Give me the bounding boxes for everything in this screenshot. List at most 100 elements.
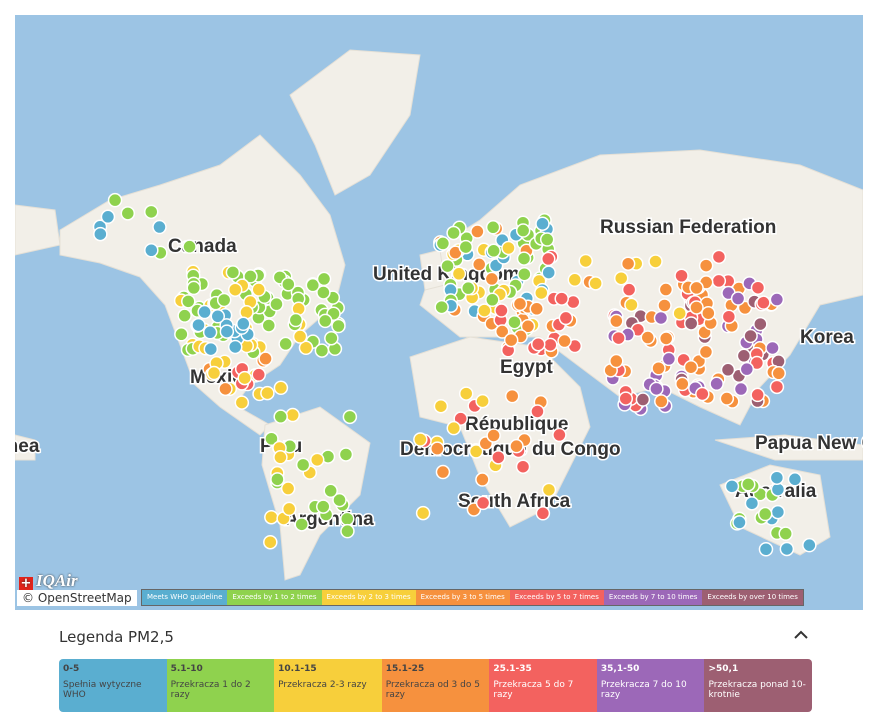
station-dot bbox=[769, 379, 785, 395]
station-dot bbox=[649, 381, 664, 397]
station-dot bbox=[621, 282, 637, 297]
place-label: Canada bbox=[168, 236, 237, 257]
station-dot bbox=[732, 515, 747, 530]
station-dot bbox=[338, 447, 354, 462]
station-dot bbox=[698, 258, 714, 273]
collapse-toggle[interactable] bbox=[793, 628, 809, 642]
station-dot bbox=[609, 353, 624, 369]
place-label: Russian Federation bbox=[600, 217, 776, 238]
legend-description: Przekracza ponad 10-krotnie bbox=[708, 680, 806, 700]
station-dot bbox=[216, 292, 232, 308]
station-dot bbox=[191, 317, 206, 333]
station-dot bbox=[471, 257, 487, 272]
station-dot bbox=[218, 381, 233, 397]
station-dot bbox=[535, 216, 550, 231]
station-dot bbox=[503, 332, 519, 348]
station-dot bbox=[501, 240, 516, 256]
station-dot bbox=[260, 385, 275, 401]
brand-logo: + IQAir bbox=[19, 571, 78, 591]
station-dot bbox=[263, 534, 278, 550]
station-dot bbox=[689, 300, 704, 315]
station-dot bbox=[206, 365, 222, 381]
station-dot bbox=[120, 206, 136, 221]
station-dot bbox=[701, 305, 716, 321]
station-dot bbox=[653, 310, 669, 326]
station-dot bbox=[672, 306, 687, 321]
station-dot bbox=[516, 251, 532, 266]
station-dot bbox=[340, 523, 355, 539]
station-dot bbox=[186, 280, 202, 296]
station-dot bbox=[609, 313, 624, 329]
station-dot bbox=[475, 393, 490, 409]
station-dot bbox=[552, 427, 567, 443]
station-dot bbox=[477, 303, 492, 318]
station-dot bbox=[475, 472, 490, 487]
legend-item: 25.1-35 Przekracza 5 do 7 razy bbox=[489, 659, 597, 712]
station-dot bbox=[182, 239, 197, 254]
station-dot bbox=[316, 499, 331, 514]
station-dot bbox=[485, 292, 500, 308]
mini-legend-item: Exceeds by 2 to 3 times bbox=[321, 590, 416, 605]
station-dot bbox=[258, 351, 273, 366]
station-dot bbox=[743, 328, 758, 344]
station-dot bbox=[698, 344, 714, 360]
station-dot bbox=[475, 495, 491, 511]
station-dot bbox=[278, 336, 293, 352]
legend-title: Legenda PM2,5 bbox=[59, 628, 174, 646]
station-dot bbox=[658, 331, 674, 346]
station-dot bbox=[264, 509, 279, 525]
legend-description: Spełnia wytyczne WHO bbox=[63, 680, 142, 700]
station-dot bbox=[458, 239, 474, 255]
legend: 0-5 Spełnia wytyczne WHO 5.1-10 Przekracza … bbox=[59, 659, 812, 712]
station-dot bbox=[683, 359, 699, 375]
station-dot bbox=[753, 316, 768, 332]
station-dot bbox=[486, 243, 501, 259]
station-dot bbox=[269, 296, 284, 312]
station-dot bbox=[332, 492, 347, 508]
station-dot bbox=[203, 341, 219, 357]
legend-range: 25.1-35 bbox=[493, 664, 532, 674]
station-dot bbox=[331, 318, 346, 334]
station-dot bbox=[434, 299, 449, 315]
station-dot bbox=[695, 386, 710, 402]
station-dot bbox=[756, 295, 771, 310]
station-dot bbox=[635, 392, 651, 407]
station-dot bbox=[674, 268, 689, 284]
legend-item: 10.1-15 Przekracza 2-3 razy bbox=[274, 659, 382, 712]
place-label: Papua New Guinea bbox=[755, 433, 863, 454]
station-dot bbox=[234, 395, 250, 410]
station-dot bbox=[446, 420, 462, 436]
station-dot bbox=[539, 232, 555, 247]
station-dot bbox=[340, 511, 355, 527]
station-dot bbox=[787, 472, 803, 487]
station-dot bbox=[720, 362, 736, 378]
station-dot bbox=[558, 310, 574, 326]
legend-range: 5.1-10 bbox=[170, 664, 203, 674]
station-dot bbox=[243, 269, 258, 284]
station-dot bbox=[770, 504, 786, 520]
station-dot bbox=[273, 380, 289, 396]
station-dot bbox=[294, 517, 309, 532]
station-dot bbox=[744, 496, 760, 511]
station-dot bbox=[435, 464, 451, 480]
station-dot bbox=[413, 432, 428, 447]
attribution[interactable]: © OpenStreetMap bbox=[17, 590, 137, 606]
station-dot bbox=[309, 452, 325, 468]
station-dot bbox=[520, 319, 536, 334]
station-dot bbox=[288, 312, 304, 328]
legend-range: 10.1-15 bbox=[278, 664, 317, 674]
station-dot bbox=[264, 431, 279, 446]
station-dot bbox=[657, 298, 672, 313]
map[interactable]: Canada United Kingdom Russian Federation Eg… bbox=[15, 15, 863, 610]
mini-legend-item: Exceeds by 5 to 7 times bbox=[509, 590, 604, 605]
station-dot bbox=[342, 409, 358, 425]
station-dot bbox=[769, 292, 785, 307]
station-dot bbox=[460, 280, 476, 296]
station-dot bbox=[281, 501, 297, 517]
station-dot bbox=[613, 270, 629, 286]
station-dot bbox=[273, 409, 288, 424]
station-dot bbox=[280, 481, 296, 496]
station-dot bbox=[197, 304, 212, 320]
station-dot bbox=[769, 470, 785, 485]
